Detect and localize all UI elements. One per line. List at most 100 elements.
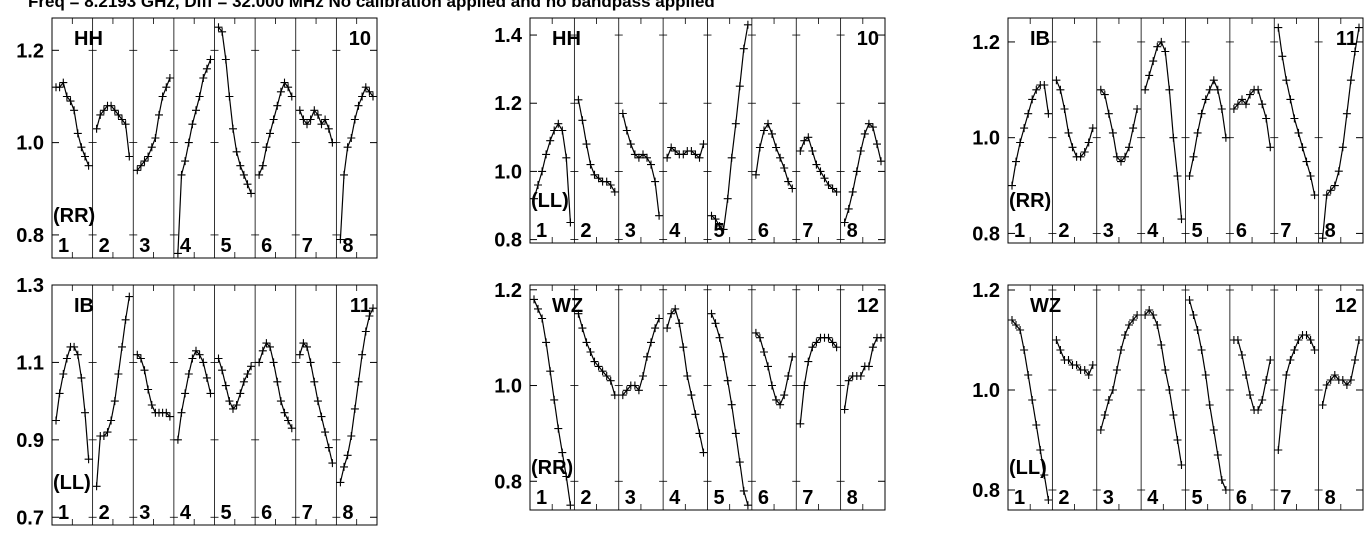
data-point [273,377,282,386]
data-point [590,357,599,366]
data-point [671,304,680,313]
data-point [578,116,587,125]
data-line-subband-1 [55,346,90,460]
data-point [1112,366,1121,374]
data-point [1189,152,1198,161]
data-point [1012,321,1020,329]
data-point [1266,356,1275,364]
data-point [165,74,174,82]
data-point [1282,371,1291,379]
data-point [321,428,330,437]
data-point [1197,346,1206,354]
data-point [184,138,193,147]
subband-label: 2 [1058,487,1069,509]
data-line-subband-6 [1233,89,1271,148]
data-point [594,174,603,183]
data-point [824,333,833,342]
data-point [92,482,101,491]
data-point [671,147,680,155]
data-point [715,333,724,342]
data-point [1157,341,1166,349]
data-point [99,432,108,440]
data-point [735,458,744,467]
data-point [1290,346,1299,354]
data-point [647,160,655,169]
data-point [751,328,760,337]
data-point [1306,172,1315,180]
data-line-subband-6 [1233,339,1271,411]
y-tick-label: 1.0 [494,161,522,183]
data-point [184,370,193,378]
data-point [1177,215,1186,224]
subband-label: 7 [1280,220,1291,242]
data-line-subband-1 [56,81,90,166]
baseline-label: HH [74,28,103,50]
data-point [269,358,278,367]
data-point [546,367,555,376]
data-point [550,126,559,135]
data-point [77,373,86,382]
data-point [1229,105,1238,113]
data-point [313,397,322,406]
subband-label: 3 [625,487,636,509]
data-point [566,501,575,510]
data-point [276,87,285,96]
data-point [602,177,611,186]
data-point [618,109,627,118]
data-point [350,404,359,413]
data-point [336,478,345,487]
data-line-subband-6 [258,342,293,429]
data-point [295,106,304,115]
data-point [55,389,64,398]
data-point [77,143,86,152]
data-line-subband-7 [1277,27,1316,196]
data-point [780,391,789,400]
data-point [622,126,631,135]
data-point [1274,23,1283,32]
data-point [133,166,142,175]
data-point [1298,143,1307,152]
y-tick-label: 1.0 [972,128,1000,150]
data-point [534,181,542,189]
data-point [1205,85,1214,94]
data-point [1020,124,1029,133]
data-point [1334,167,1343,176]
data-point [731,119,740,128]
data-point [59,78,68,87]
data-point [558,126,567,135]
data-point [55,83,64,92]
data-point [361,83,370,92]
data-point [634,386,643,395]
subband-label: 2 [580,220,591,242]
data-point [162,408,171,417]
data-point [1213,451,1222,459]
data-point [1246,391,1254,399]
data-point [350,115,359,124]
data-point [727,153,736,162]
subband-label: 2 [99,235,110,257]
data-point [860,129,869,138]
data-point [864,119,873,128]
subband-label: 6 [261,502,272,524]
data-point [699,448,708,457]
data-point [731,429,740,438]
data-point [255,170,264,179]
data-point [1342,381,1351,389]
data-point [59,370,68,378]
data-point [1221,133,1230,142]
data-point [1290,114,1299,123]
subband-label: 5 [221,235,232,257]
data-point [354,101,363,110]
data-point [1104,396,1113,404]
data-point [530,194,538,203]
data-point [1330,371,1339,379]
data-point [723,376,732,385]
data-point [1108,386,1117,394]
data-point [1330,181,1339,190]
data-point [192,106,200,115]
data-point [266,129,274,138]
data-point [1286,95,1295,104]
data-point [1310,346,1319,354]
data-point [1016,138,1025,147]
subband-label: 4 [180,235,192,257]
